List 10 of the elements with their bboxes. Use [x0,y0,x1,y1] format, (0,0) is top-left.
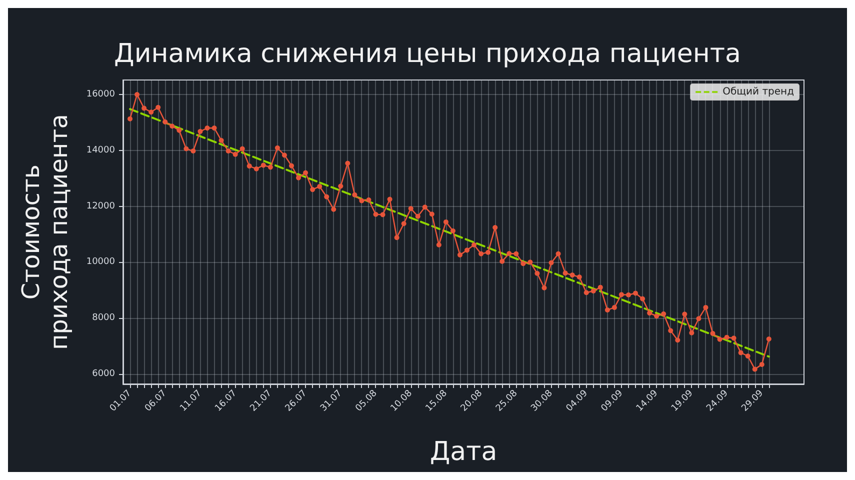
chart-title: Динамика снижения цены прихода пациента [114,39,741,69]
x-axis-title: Дата [430,437,498,467]
y-tick-label: 16000 [86,90,116,100]
y-axis-title: Стоимость прихода пациента [17,114,73,350]
y-tick-label: 14000 [86,145,116,156]
y-tick-label: 8000 [92,313,116,324]
y-tick-label: 10000 [86,257,116,268]
y-tick-label: 6000 [92,368,116,379]
legend-label: Общий тренд [722,86,794,98]
y-tick-label: 12000 [86,201,116,212]
